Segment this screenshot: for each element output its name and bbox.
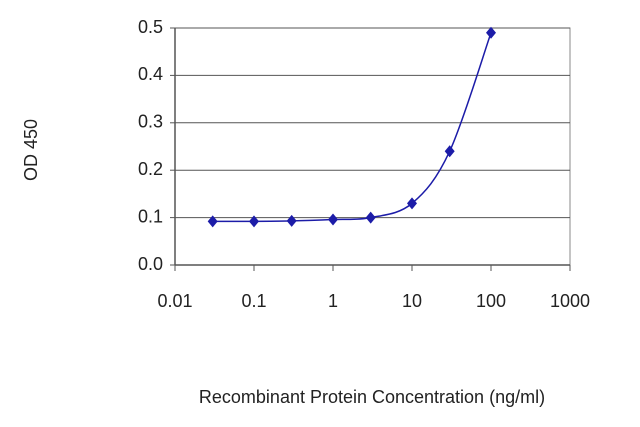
y-tick-label: 0.0 [138, 254, 163, 274]
x-tick-label: 10 [402, 291, 422, 311]
data-point [365, 211, 376, 224]
fit-curve [212, 32, 492, 223]
data-point [286, 214, 297, 227]
x-tick-label: 100 [476, 291, 506, 311]
data-point [328, 213, 338, 226]
x-tick-label: 1 [328, 291, 338, 311]
y-tick-label: 0.4 [138, 64, 163, 84]
y-tick-label: 0.5 [138, 17, 163, 37]
data-point [444, 145, 455, 158]
x-tick-label: 0.01 [157, 291, 192, 311]
y-axis-title: OD 450 [21, 119, 41, 181]
x-tick-label: 1000 [550, 291, 590, 311]
y-tick-label: 0.2 [138, 159, 163, 179]
x-tick-label: 0.1 [241, 291, 266, 311]
plot-area [174, 27, 571, 266]
x-axis-title: Recombinant Protein Concentration (ng/ml… [199, 387, 545, 407]
data-point [207, 215, 218, 228]
y-tick-label: 0.3 [138, 112, 163, 132]
data-point [407, 197, 417, 210]
data-point [486, 26, 496, 39]
y-tick-label: 0.1 [138, 206, 163, 226]
data-point [249, 215, 259, 228]
